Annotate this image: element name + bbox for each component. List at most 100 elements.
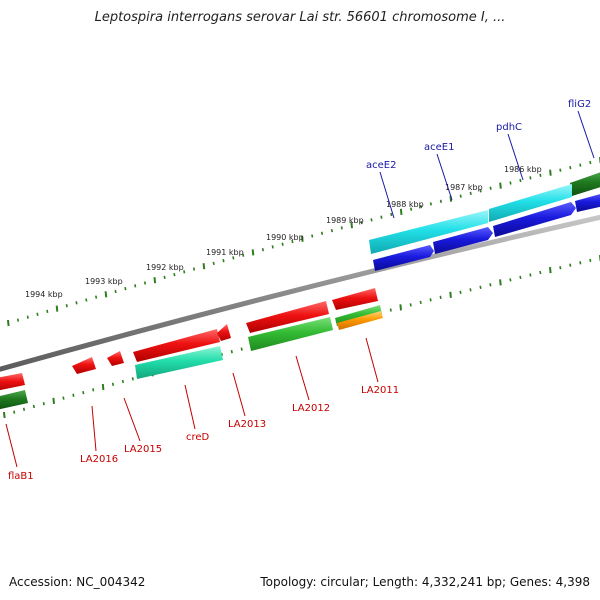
gene-label[interactable]: aceE2 [366,160,396,171]
gene-label[interactable]: LA2012 [292,403,330,414]
label-leader-line [379,171,395,219]
scale-tick [124,286,127,291]
scale-tick [519,178,522,183]
gene-label[interactable]: LA2011 [361,385,399,396]
scale-tick [479,189,482,193]
scale-tick [240,347,243,351]
gene-cyan[interactable] [369,210,488,254]
scale-tick [55,305,59,312]
kbp-label: 1990 kbp [266,233,304,242]
scale-tick [114,289,117,294]
scale-tick [539,270,542,275]
gene-red[interactable] [246,301,329,333]
scale-tick [291,239,294,244]
scale-tick [311,234,314,238]
scale-tick [143,281,147,285]
scale-tick [449,291,452,298]
scale-tick [230,350,233,354]
scale-tick [212,261,215,266]
gene-label[interactable]: LA2015 [124,444,162,455]
gene-label[interactable]: aceE1 [424,142,454,153]
scale-tick [429,202,432,206]
label-leader-line [507,133,524,181]
scale-tick [32,404,35,409]
gene-green[interactable] [248,317,333,351]
scale-tick [220,352,223,357]
scale-tick [16,318,20,322]
scale-tick [549,267,552,274]
gene-red[interactable] [332,288,378,310]
gene-red[interactable] [107,351,124,366]
scale-tick [559,168,562,172]
kbp-label: 1988 kbp [386,200,424,209]
label-leader-line [184,384,196,430]
gene-label[interactable]: LA2016 [80,454,118,465]
scale-tick [519,275,522,280]
scale-tick [82,390,85,395]
kbp-scale-labels: 1986 kbp 1987 kbp 1988 kbp 1989 kbp 1990 kbp… [25,165,542,299]
scale-tick [549,169,552,176]
scale-tick [509,181,512,185]
gene-red[interactable] [0,373,25,391]
gene-teal[interactable] [135,346,223,379]
top-scale-ticks [7,157,600,327]
scale-tick [399,304,402,311]
bottom-strand-genes [0,288,383,410]
scale-tick [92,388,95,392]
gene-blue[interactable] [493,202,576,237]
gene-label[interactable]: pdhC [496,122,522,133]
scale-tick [499,182,502,189]
kbp-label: 1989 kbp [326,216,364,225]
gene-red[interactable] [72,357,96,374]
scale-tick [13,410,16,414]
top-strand-genes [369,171,600,271]
gene-label[interactable]: creD [186,432,210,443]
gene-red[interactable] [133,329,220,362]
scale-tick [261,248,264,252]
label-leader-line [577,110,595,159]
scale-tick [489,283,492,287]
scale-tick [459,290,462,294]
gene-cyan[interactable] [489,184,572,222]
scale-tick [569,263,572,267]
scale-tick [131,377,134,381]
scale-tick [75,301,78,305]
scale-tick [439,199,442,203]
label-leader-line [232,372,246,417]
scale-tick [410,207,413,211]
scale-tick [380,215,383,219]
gene-label[interactable]: flaB1 [8,471,34,482]
scale-tick [330,228,333,233]
scale-tick [62,396,65,400]
scale-tick [479,285,482,289]
gene-dark-green[interactable] [570,171,600,196]
scale-tick [350,222,353,229]
scale-tick [202,263,206,270]
scale-tick [22,407,26,411]
gene-label[interactable]: fliG2 [568,99,591,110]
gene-label[interactable]: LA2013 [228,419,266,430]
scale-tick [232,256,235,260]
scale-tick [65,304,68,308]
scale-tick [192,267,196,271]
map-title: Leptospira interrogans serovar Lai str. … [94,10,506,25]
scale-tick [104,291,108,298]
gene-blue[interactable] [433,227,493,254]
bottom-gene-labels: LA2011 LA2012 LA2013 creD LA2015 LA2016 flaB1 [5,337,399,482]
scale-tick [163,275,166,280]
scale-tick [390,212,393,217]
scale-tick [101,383,105,391]
gene-blue[interactable] [575,193,600,212]
scale-tick [569,165,572,170]
gene-dark-green[interactable] [0,390,28,410]
gene-orange[interactable] [337,311,383,330]
scale-tick [529,176,532,180]
kbp-label: 1986 kbp [504,165,542,174]
gene-red[interactable] [217,324,231,341]
scale-tick [529,273,532,277]
scale-tick [579,261,582,265]
gene-blue[interactable] [373,245,434,271]
scale-tick [320,231,324,235]
scale-tick [301,235,304,242]
kbp-label: 1994 kbp [25,290,63,299]
